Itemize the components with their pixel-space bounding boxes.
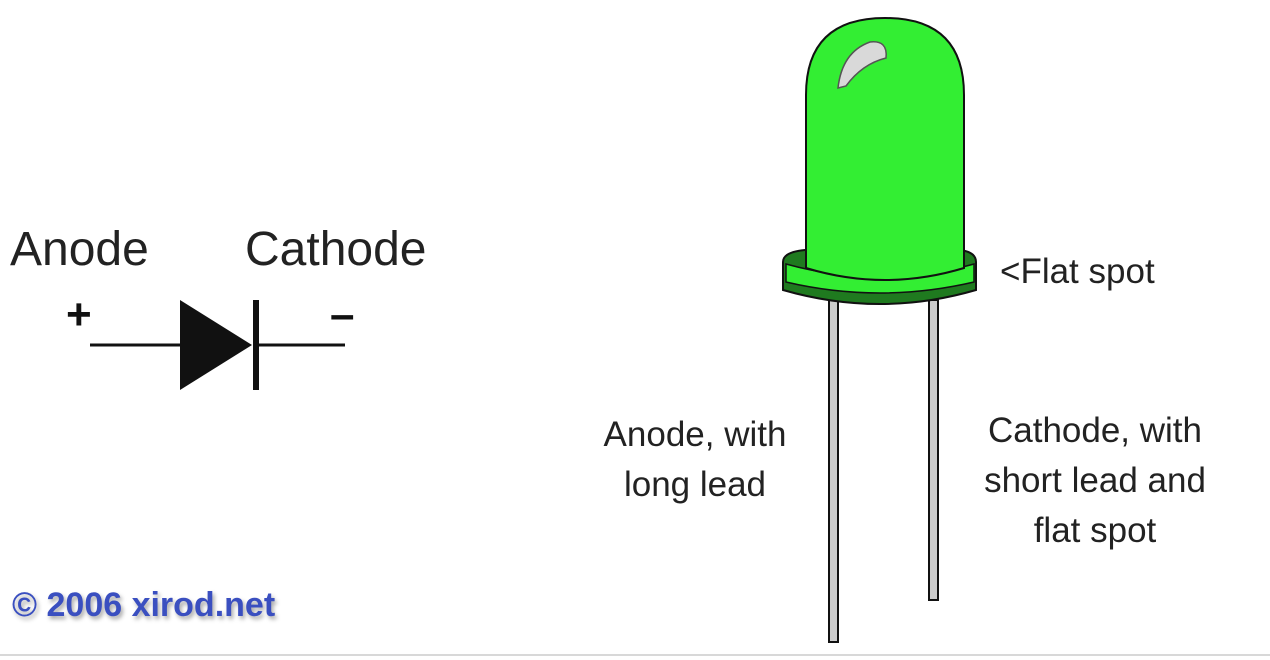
cathode-callout-line: short lead and (984, 461, 1206, 500)
cathode-label: Cathode (245, 223, 427, 276)
plus-sign: + (66, 290, 92, 339)
cathode-lead (928, 299, 939, 601)
anode-callout: Anode, with long lead (565, 410, 825, 510)
led-highlight (837, 41, 887, 89)
anode-lead (828, 299, 839, 643)
diode-triangle (180, 300, 252, 390)
led-leads (828, 299, 939, 643)
copyright-notice: © 2006 xirod.net (12, 586, 276, 624)
flat-spot-label: <Flat spot (1000, 252, 1155, 291)
cathode-callout-line: flat spot (1033, 511, 1157, 550)
anode-label: Anode (10, 223, 149, 276)
anode-callout-line: Anode, with (603, 415, 787, 454)
minus-sign: – (330, 290, 355, 339)
cathode-callout: Cathode, with short lead and flat spot (950, 406, 1240, 556)
bottom-divider (0, 654, 1270, 656)
anode-callout-line: long lead (623, 465, 767, 504)
cathode-callout-line: Cathode, with (987, 411, 1203, 450)
diode-symbol (90, 300, 345, 390)
